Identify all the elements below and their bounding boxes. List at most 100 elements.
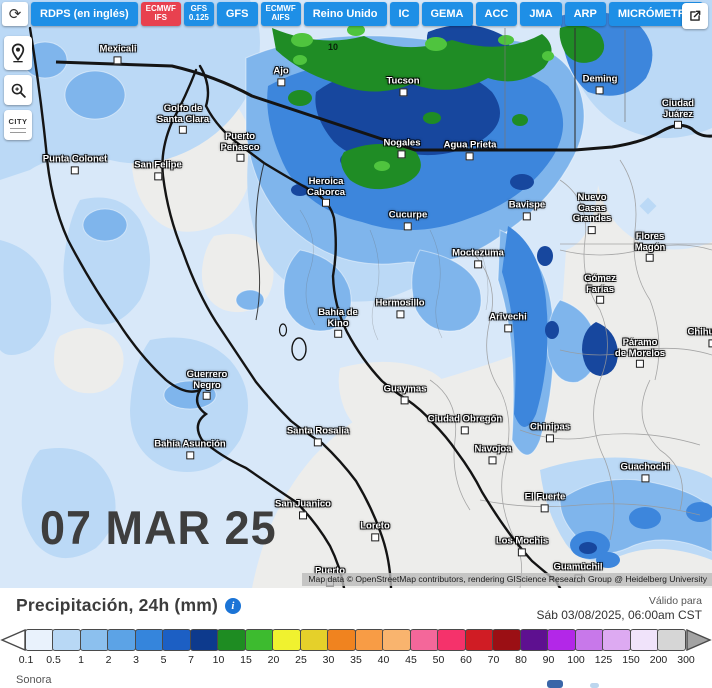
zoom-search-button[interactable] [4, 75, 32, 105]
precipitation-map[interactable] [0, 0, 712, 588]
colorbar-segment-16 [464, 629, 494, 652]
refresh-button[interactable]: ⟳ [2, 2, 28, 26]
tick-label-300: 300 [677, 654, 695, 667]
colorbar-segment-5 [162, 629, 191, 652]
tick-label-7: 7 [188, 654, 194, 667]
colorbar-segment-17 [492, 629, 521, 652]
colorbar-segment-9 [272, 629, 301, 652]
city-lines-icon [10, 128, 26, 129]
colorbar-segment-15 [437, 629, 466, 652]
legend-title: Precipitación, 24h (mm) i [16, 595, 242, 616]
tick-label-100: 100 [567, 654, 585, 667]
tick-label-30: 30 [322, 654, 335, 667]
coastlines [28, 26, 562, 588]
model-button-reino-unido[interactable]: Reino Unido [303, 2, 387, 26]
precip-layer-green-dark [272, 25, 605, 190]
legend-header: Precipitación, 24h (mm) i Válido para Sá… [0, 588, 712, 623]
colorbar-segment-1 [52, 629, 81, 652]
municipal-boundaries [429, 159, 712, 588]
valid-time-value: Sáb 03/08/2025, 06:00am CST [536, 608, 702, 623]
international-border [55, 60, 712, 152]
colorbar-segment-23 [657, 629, 686, 652]
colorbar-segment-7 [217, 629, 246, 652]
legend-panel: Precipitación, 24h (mm) i Válido para Sá… [0, 588, 712, 688]
tick-label-70: 70 [487, 654, 500, 667]
tick-label-25: 25 [295, 654, 307, 667]
model-button-gfs[interactable]: GFS [216, 2, 258, 26]
colorbar-segment-13 [382, 629, 411, 652]
colorbar-segment-4 [134, 629, 164, 652]
info-icon[interactable]: i [225, 597, 242, 614]
tick-label-5: 5 [160, 654, 167, 667]
model-button-ecmwf-aifs[interactable]: ECMWF AIFS [260, 2, 301, 26]
partial-element-1 [547, 680, 563, 688]
tick-label-2: 2 [105, 654, 112, 667]
precipitation-colorbar [0, 629, 712, 652]
roads [255, 162, 265, 321]
valid-for-label: Válido para [648, 595, 702, 607]
colorbar-segment-18 [519, 629, 549, 652]
tick-label-15: 15 [240, 654, 252, 667]
city-toggle-label: CITY [8, 117, 28, 126]
tick-label-0-5: 0.5 [46, 654, 61, 667]
colorbar-segment-10 [299, 629, 329, 652]
tick-label-10: 10 [212, 654, 225, 667]
tick-label-50: 50 [432, 654, 445, 667]
colorbar-segment-0 [24, 629, 54, 652]
tick-label-60: 60 [460, 654, 472, 667]
model-button-acc[interactable]: ACC [475, 2, 518, 26]
colorbar-arrow-left [0, 629, 26, 652]
colorbar-segment-2 [79, 629, 109, 652]
partial-element-2 [590, 683, 599, 688]
location-pin-icon [11, 43, 25, 63]
tick-label-3: 3 [133, 654, 139, 667]
colorbar-segment-20 [574, 629, 604, 652]
colorbar-segment-21 [602, 629, 631, 652]
state-lines [504, 28, 626, 150]
model-button-ecmwf-ifs[interactable]: ECMWF IFS [140, 2, 181, 26]
tick-label-150: 150 [622, 654, 640, 667]
tick-label-90: 90 [542, 654, 555, 667]
map-attribution: Map data © OpenStreetMap contributors, r… [302, 573, 712, 586]
colorbar-arrow-right [686, 629, 712, 652]
share-icon [690, 10, 701, 21]
model-button-gema[interactable]: GEMA [421, 2, 473, 26]
colorbar-segment-8 [244, 629, 274, 652]
region-label: Sonora [16, 674, 52, 687]
municipal-boundaries-faint [299, 209, 489, 341]
model-button-jma[interactable]: JMA [520, 2, 562, 26]
tick-label-0-1: 0.1 [18, 654, 34, 667]
model-button-ic[interactable]: IC [389, 2, 419, 26]
tick-label-200: 200 [649, 654, 668, 667]
model-toolbar: ⟳ RDPS (en inglés) ECMWF IFS GFS 0.125 GFS E… [2, 2, 704, 26]
colorbar-segment-14 [409, 629, 439, 652]
model-button-arp[interactable]: ARP [564, 2, 606, 26]
colorbar-segment-12 [354, 629, 384, 652]
colorbar-segment-3 [107, 629, 136, 652]
model-button-gfs-0-125[interactable]: GFS 0.125 [183, 2, 214, 26]
share-button[interactable] [682, 3, 708, 29]
model-button-rdps-en-ingles[interactable]: RDPS (en inglés) [31, 2, 138, 26]
refresh-icon: ⟳ [8, 5, 22, 23]
tick-label-35: 35 [350, 654, 362, 667]
magnifier-icon [11, 83, 26, 98]
precip-layer-green-bright [291, 24, 554, 171]
city-labels-toggle[interactable]: CITY [4, 110, 32, 140]
colorbar-segment-6 [189, 629, 219, 652]
tick-label-80: 80 [515, 654, 527, 667]
colorbar-segment-11 [327, 629, 356, 652]
tick-label-40: 40 [377, 654, 390, 667]
colorbar-segment-22 [629, 629, 659, 652]
colorbar-segment-19 [547, 629, 576, 652]
tick-label-125: 125 [594, 654, 613, 667]
tick-label-45: 45 [405, 654, 417, 667]
colorbar-tick-labels: 0.1 0.5 1 2 3 5 7 10 15 20 25 30 35 40 45 50 60 70 80 90 100… [0, 654, 712, 669]
valid-time-block: Válido para Sáb 03/08/2025, 06:00am CST [537, 595, 702, 623]
locate-button[interactable] [4, 36, 32, 70]
tick-label-1: 1 [78, 654, 84, 667]
tick-label-20: 20 [267, 654, 280, 667]
date-stamp: 07 MAR 25 [40, 500, 277, 555]
legend-title-text: Precipitación, 24h (mm) [16, 595, 219, 615]
map-viewport[interactable]: Mexicali Ajo Tucson Deming Ciudad Juárez Golf… [0, 0, 712, 588]
